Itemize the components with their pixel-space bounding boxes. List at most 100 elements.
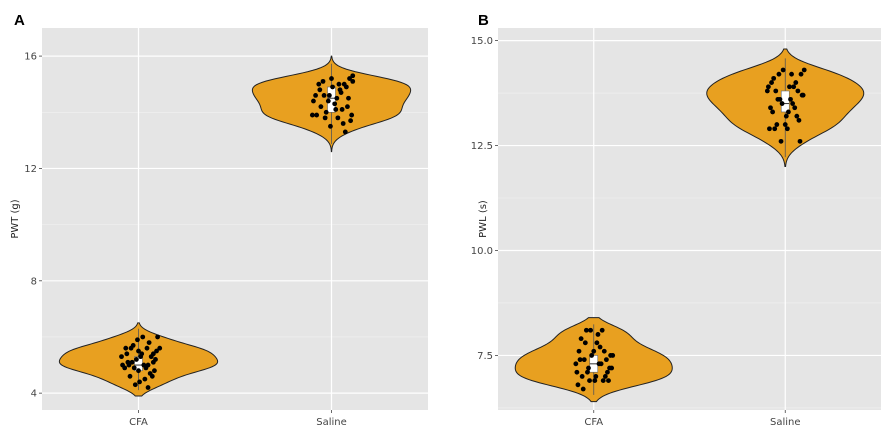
data-point — [585, 369, 590, 375]
data-point — [779, 101, 785, 106]
data-point — [337, 87, 343, 93]
data-point — [333, 107, 339, 112]
data-point — [317, 87, 323, 93]
data-point — [592, 378, 598, 384]
data-point — [773, 88, 779, 94]
data-point — [609, 365, 615, 371]
data-point — [346, 95, 351, 101]
data-point — [602, 374, 608, 379]
data-point — [601, 348, 607, 354]
data-point — [132, 382, 138, 388]
data-point — [595, 332, 601, 337]
data-point — [786, 109, 791, 115]
data-point — [782, 122, 788, 127]
data-point — [788, 96, 793, 102]
data-point — [770, 109, 776, 115]
data-point — [587, 378, 592, 384]
data-point — [798, 71, 804, 77]
data-point — [765, 84, 771, 90]
data-point — [153, 357, 158, 362]
data-point — [792, 105, 798, 111]
data-point — [140, 334, 146, 340]
data-point — [591, 348, 597, 354]
data-point — [600, 378, 606, 384]
y-axis-title: PWL (s) — [478, 200, 489, 238]
panel-letter: A — [14, 12, 25, 29]
data-point — [787, 84, 792, 90]
data-point — [329, 76, 334, 81]
data-point — [599, 327, 605, 333]
data-point — [136, 368, 141, 374]
data-point — [573, 361, 579, 367]
data-point — [157, 345, 163, 351]
data-point — [130, 342, 136, 348]
x-tick-label: CFA — [584, 417, 603, 428]
data-point — [143, 365, 149, 371]
data-point — [146, 340, 152, 345]
data-point — [775, 96, 781, 102]
data-point — [127, 373, 133, 379]
data-point — [347, 76, 352, 81]
data-point — [145, 385, 151, 390]
data-point — [124, 351, 130, 357]
data-point — [328, 123, 333, 129]
data-point — [322, 115, 328, 121]
data-point — [349, 112, 355, 118]
data-point — [579, 374, 585, 379]
data-point — [336, 81, 342, 87]
data-point — [345, 104, 350, 110]
data-point — [311, 98, 316, 104]
data-point — [768, 105, 773, 111]
y-tick-label: 4 — [31, 389, 37, 400]
data-point — [597, 344, 603, 350]
data-point — [340, 121, 346, 126]
data-point — [791, 84, 797, 90]
data-point — [795, 88, 801, 94]
data-point — [343, 84, 349, 90]
data-point — [596, 361, 602, 367]
data-point — [120, 362, 125, 368]
data-point — [801, 67, 807, 73]
data-point — [316, 81, 322, 87]
y-tick-label: 15.0 — [471, 36, 493, 47]
y-axis-title: PWT (g) — [10, 199, 21, 238]
data-point — [776, 71, 782, 77]
data-point — [767, 126, 772, 132]
data-point — [589, 353, 595, 358]
data-point — [769, 80, 774, 85]
data-point — [577, 357, 583, 363]
data-point — [150, 351, 156, 357]
data-point — [797, 138, 803, 144]
data-point — [119, 354, 124, 360]
y-tick-label: 8 — [31, 276, 37, 287]
data-point — [320, 78, 326, 84]
data-point — [780, 67, 786, 73]
data-point — [578, 336, 584, 342]
data-point — [154, 348, 159, 354]
panel-a-chart: A 4 8 12 16 CFA Saline PWT (g) — [10, 12, 428, 428]
data-point — [350, 73, 356, 79]
y-tick-label: 10.0 — [471, 246, 493, 257]
data-point — [152, 368, 157, 374]
data-point — [790, 101, 796, 106]
panel-b-chart: B 7.5 10.0 12.5 15.0 CFA Saline PWL (s) — [471, 12, 881, 428]
data-point — [335, 115, 341, 121]
data-point — [771, 75, 777, 81]
data-point — [581, 357, 587, 363]
data-point — [796, 117, 802, 123]
data-point — [334, 95, 340, 101]
data-point — [123, 345, 129, 351]
data-point — [155, 334, 161, 340]
data-point — [586, 365, 591, 371]
data-point — [318, 104, 324, 110]
data-point — [326, 93, 332, 98]
data-point — [138, 354, 144, 360]
data-point — [800, 92, 806, 98]
data-point — [594, 340, 600, 346]
data-point — [313, 93, 318, 98]
data-point — [131, 365, 137, 371]
data-point — [142, 376, 148, 382]
data-point — [129, 359, 135, 365]
data-point — [348, 118, 354, 124]
